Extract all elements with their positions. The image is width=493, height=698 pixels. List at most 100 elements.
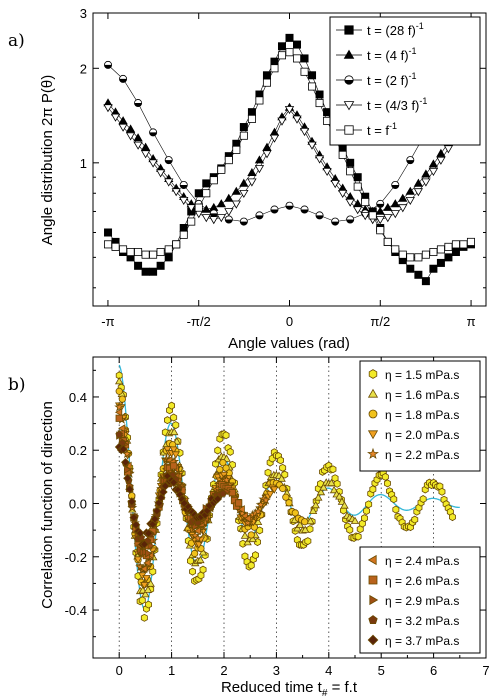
data-point <box>247 531 255 539</box>
data-point <box>338 150 347 159</box>
data-point <box>156 261 165 270</box>
data-point <box>194 541 204 549</box>
data-point <box>222 431 230 440</box>
data-point <box>421 178 431 187</box>
panel-b-legend-bottom-box <box>359 546 481 654</box>
data-point <box>308 71 317 80</box>
data-point <box>314 493 323 501</box>
data-point <box>360 212 370 221</box>
data-point <box>158 487 168 497</box>
data-point <box>383 237 392 246</box>
data-point <box>134 99 143 108</box>
x-tick-label: π <box>467 314 476 329</box>
data-point <box>144 528 153 538</box>
data-point <box>138 586 147 594</box>
data-point <box>189 567 197 576</box>
data-point <box>141 250 150 259</box>
legend-marker <box>367 634 379 646</box>
data-point <box>319 483 328 491</box>
data-point <box>277 456 285 465</box>
data-point <box>331 217 340 226</box>
legend-entry: η = 2.0 mPa.s <box>385 428 459 442</box>
data-point <box>398 204 408 213</box>
data-point <box>231 200 241 209</box>
data-point <box>217 165 226 174</box>
y-tick-label: 2 <box>80 61 87 76</box>
data-point <box>156 248 165 257</box>
data-point <box>301 518 309 526</box>
data-point <box>104 60 113 69</box>
data-point <box>115 430 123 438</box>
data-point <box>187 217 196 226</box>
legend-entry: t = (2 f)-1 <box>367 71 417 88</box>
data-point <box>282 493 290 501</box>
data-point <box>131 520 141 530</box>
data-point <box>314 155 325 164</box>
data-point <box>329 485 339 494</box>
data-point <box>285 499 293 507</box>
x-tick-label: 1 <box>168 663 175 678</box>
data-point <box>436 156 446 165</box>
data-point <box>391 245 400 254</box>
legend-marker <box>368 615 378 624</box>
data-point <box>125 124 136 133</box>
panel-b-y-axis-label: Correlation function of direction <box>39 401 56 609</box>
data-point <box>300 54 309 63</box>
legend-marker <box>344 125 354 135</box>
legend-marker <box>367 554 377 566</box>
data-point <box>148 519 158 529</box>
data-point <box>164 178 174 187</box>
data-point <box>345 198 355 207</box>
data-point <box>213 494 223 504</box>
data-point <box>316 487 326 496</box>
data-point <box>253 517 263 525</box>
data-point <box>179 230 188 239</box>
data-point <box>466 237 475 246</box>
data-point <box>237 505 245 514</box>
data-point <box>353 206 363 215</box>
data-point <box>383 202 393 211</box>
data-point <box>383 479 391 488</box>
data-point <box>170 462 178 470</box>
legend-marker <box>367 447 379 459</box>
data-point <box>118 395 126 403</box>
data-point <box>164 253 173 262</box>
data-point <box>193 526 201 536</box>
data-point <box>140 613 148 622</box>
data-point <box>368 211 377 220</box>
data-point <box>239 123 248 132</box>
data-point <box>140 582 149 590</box>
data-point <box>322 167 332 176</box>
legend-marker <box>368 409 378 419</box>
data-point <box>148 159 158 168</box>
data-point <box>346 525 354 534</box>
data-point <box>143 558 151 568</box>
data-point <box>277 51 286 60</box>
data-point <box>192 533 203 543</box>
data-point <box>406 253 415 262</box>
x-tick-label: 6 <box>430 663 437 678</box>
legend-entry: t = (4/3 f)-1 <box>367 96 427 113</box>
data-point <box>444 253 453 262</box>
data-point <box>142 575 151 583</box>
legend-entry: η = 2.4 mPa.s <box>385 554 459 568</box>
data-point <box>214 446 222 455</box>
data-point <box>150 514 160 524</box>
data-point <box>194 203 203 212</box>
data-point <box>254 165 265 174</box>
data-point <box>350 516 360 524</box>
panel-b-legend-top: η = 1.5 mPa.s η = 1.6 mPa.s η = 1.8 mPa.s η… <box>359 360 481 472</box>
data-point <box>129 513 139 522</box>
data-point <box>134 261 143 270</box>
data-point <box>421 250 430 259</box>
panel-b-ticks: 0 1 2 3 4 5 6 7 -0.4 -0.2 0.0 0.2 0.4 <box>65 357 490 678</box>
panel-b-x-axis-label: Reduced time t# = f.t <box>221 679 358 698</box>
data-point <box>360 514 368 523</box>
data-point <box>224 156 233 165</box>
legend-entry: t = f-1 <box>367 121 397 138</box>
data-point <box>239 217 248 226</box>
data-point <box>216 214 226 223</box>
data-point <box>163 416 171 425</box>
data-point <box>329 465 337 474</box>
data-point <box>270 205 279 214</box>
